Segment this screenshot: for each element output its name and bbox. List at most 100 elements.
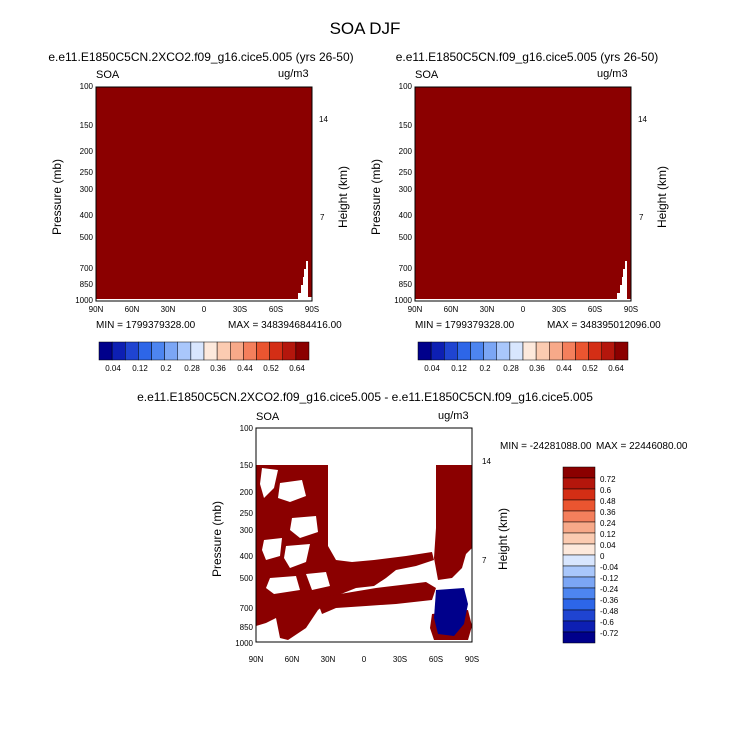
- panel3-positive-region: [434, 465, 472, 580]
- panel1-max-label: MAX = 348394684416.00: [228, 320, 342, 331]
- panel2-colorbar-label: 0.64: [608, 364, 624, 373]
- panel2-ytick: 500: [398, 233, 412, 242]
- colorbar-swatch: [562, 477, 596, 490]
- panel3-xtick: 30S: [392, 655, 408, 664]
- panel1-ytick: 250: [79, 168, 93, 177]
- panel1-ylabel-right: Height (km): [336, 166, 350, 229]
- panel2-colorbar-label: 0.2: [479, 364, 491, 373]
- panel3-colorbar-label: -0.48: [600, 607, 619, 616]
- panel3-gap: [306, 572, 330, 590]
- colorbar-swatch: [151, 341, 165, 361]
- panel1-colorbar-label: 0.2: [160, 364, 172, 373]
- panel3-ytick: 700: [239, 604, 253, 613]
- colorbar-swatch: [216, 341, 231, 361]
- panel1-xtick: 0: [201, 305, 207, 314]
- panel3-negative-region: [434, 588, 468, 636]
- colorbar-swatch: [562, 554, 596, 567]
- panel3-ylabel-right: Height (km): [496, 508, 510, 571]
- panel1-ytick-right: 7: [320, 213, 325, 222]
- panel3-gap: [290, 516, 318, 538]
- panel2-xtick: 60S: [587, 305, 603, 314]
- colorbar-swatch: [256, 341, 270, 361]
- panel3-frame: [255, 427, 473, 643]
- panel3-ytick: 200: [239, 488, 253, 497]
- panel2-title: e.e11.E1850C5CN.f09_g16.cice5.005 (yrs 2…: [395, 50, 659, 64]
- panel3-ytick-right: 14: [482, 457, 491, 466]
- panel3-gap: [260, 468, 278, 498]
- panel3-title: e.e11.E1850C5CN.2XCO2.f09_g16.cice5.005 …: [137, 390, 593, 404]
- panel2-ytick: 150: [398, 121, 412, 130]
- panel1-colorbar-label: 0.12: [132, 364, 148, 373]
- panel3-field-label: SOA: [256, 411, 280, 423]
- panel2-field-fill: [415, 87, 631, 299]
- panel3-xtick: 90N: [248, 655, 264, 664]
- panel2-ylabel-right: Height (km): [655, 166, 669, 229]
- colorbar-swatch: [203, 341, 218, 361]
- panel2-xtick: 30N: [479, 305, 495, 314]
- panel1-xtick: 60N: [124, 305, 140, 314]
- colorbar-swatch: [575, 341, 589, 361]
- panel3-ytick: 850: [239, 623, 253, 632]
- panel2-colorbar-label: 0.52: [582, 364, 598, 373]
- panel2-ytick-right: 7: [639, 213, 644, 222]
- panel1-frame: [95, 86, 313, 302]
- panel3-colorbar-label: 0.04: [600, 541, 616, 550]
- colorbar-swatch: [483, 341, 497, 361]
- panel1-ytick: 150: [79, 121, 93, 130]
- panel2-ytick: 250: [398, 168, 412, 177]
- panel2-xtick: 60N: [443, 305, 459, 314]
- panel2-ylabel: Pressure (mb): [369, 159, 383, 236]
- panel3-colorbar-label: -0.04: [600, 563, 619, 572]
- panel1-ytick-right: 14: [319, 115, 328, 124]
- panel3-colorbar-label: -0.6: [600, 618, 614, 627]
- panel3-ytick: 250: [239, 509, 253, 518]
- colorbar-swatch: [177, 341, 192, 361]
- panel1-colorbar-label: 0.44: [237, 364, 253, 373]
- colorbar-swatch: [588, 341, 602, 361]
- panel1-min-label: MIN = 1799379328.00: [96, 320, 196, 331]
- panel2-xtick: 0: [520, 305, 526, 314]
- panel3-positive-region: [316, 582, 436, 614]
- colorbar-swatch: [562, 543, 596, 556]
- panel3-colorbar-label: 0.72: [600, 475, 616, 484]
- colorbar-swatch: [190, 341, 205, 361]
- panel1-ytick: 300: [79, 185, 93, 194]
- colorbar-swatch: [562, 598, 596, 611]
- panel3-ytick: 400: [239, 552, 253, 561]
- colorbar-swatch: [243, 341, 257, 361]
- colorbar-swatch: [444, 341, 458, 361]
- panel3-xtick: 30N: [320, 655, 336, 664]
- panel2-colorbar-label: 0.28: [503, 364, 519, 373]
- colorbar-swatch: [522, 341, 537, 361]
- panel1-ytick: 200: [79, 147, 93, 156]
- panel3-ytick: 300: [239, 526, 253, 535]
- panel2-colorbar-label: 0.12: [451, 364, 467, 373]
- panel1-xtick: 90N: [88, 305, 104, 314]
- panel3-gap: [278, 480, 306, 502]
- colorbar-swatch: [230, 341, 244, 361]
- colorbar-swatch: [562, 510, 596, 523]
- colorbar-swatch: [430, 341, 445, 361]
- panel3-ytick: 100: [239, 424, 253, 433]
- colorbar-swatch: [562, 341, 576, 361]
- panel1-ytick: 100: [79, 82, 93, 91]
- panel2-ytick: 850: [398, 280, 412, 289]
- panel3-gap: [266, 576, 300, 594]
- panel2-colorbar-label: 0.04: [424, 364, 440, 373]
- panel3-colorbar-label: -0.24: [600, 585, 619, 594]
- panel1-field-fill: [96, 87, 312, 299]
- panel3-max-label: MAX = 22446080.00: [596, 441, 688, 452]
- colorbar-swatch: [614, 341, 629, 361]
- colorbar-swatch: [417, 341, 432, 361]
- panel3-units-label: ug/m3: [438, 410, 469, 422]
- panel3-colorbar-label: 0.36: [600, 508, 616, 517]
- colorbar-swatch: [282, 341, 297, 361]
- panel3-xtick: 60N: [284, 655, 300, 664]
- colorbar-swatch: [562, 576, 596, 589]
- panel1-units-label: ug/m3: [278, 68, 309, 80]
- panel2-min-label: MIN = 1799379328.00: [415, 320, 515, 331]
- panel1-ytick: 850: [79, 280, 93, 289]
- panel1-field-label: SOA: [96, 69, 120, 81]
- panel3-colorbar-label: 0.12: [600, 530, 616, 539]
- panel1-plot-area: [95, 86, 313, 302]
